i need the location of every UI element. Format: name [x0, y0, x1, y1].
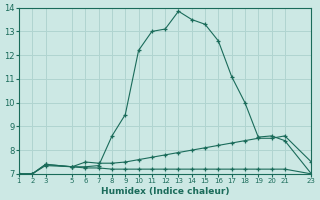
X-axis label: Humidex (Indice chaleur): Humidex (Indice chaleur): [101, 187, 229, 196]
